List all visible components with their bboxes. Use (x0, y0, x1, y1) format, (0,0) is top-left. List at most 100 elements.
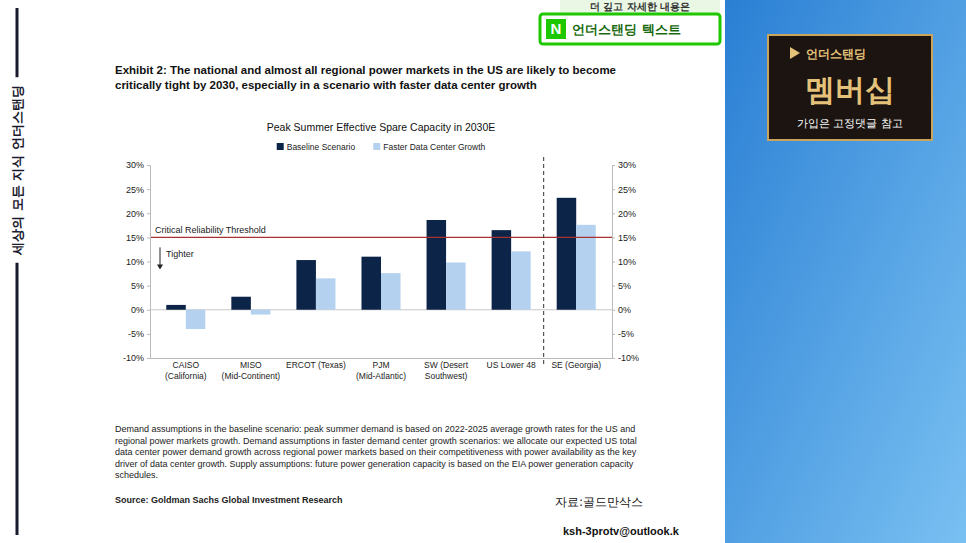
tick: 10% (612, 257, 636, 267)
tick-label: 0% (618, 305, 631, 315)
threshold-line (150, 237, 612, 238)
tick: 20% (612, 209, 636, 219)
tick-label: PJM(Mid-Atlantic) (356, 360, 406, 381)
tick-label-line: ERCOT (Texas) (286, 360, 346, 370)
tick-label: 20% (126, 209, 144, 219)
tick-label: 30% (618, 160, 636, 170)
banner-top: 더 깊고 자세한 내용은 (590, 1, 690, 12)
tick-label: 0% (131, 305, 144, 315)
tick-label: 20% (618, 209, 636, 219)
arrow-head (157, 264, 163, 269)
side-rule (16, 8, 19, 77)
notes-line: schedules. (115, 470, 158, 480)
notes: Demand assumptions in the baseline scena… (115, 424, 637, 480)
tick-mark (147, 310, 150, 311)
tick-mark (612, 334, 615, 335)
tick-label: 30% (126, 160, 144, 170)
tick-label-line: PJM (373, 360, 390, 370)
bar (492, 230, 512, 310)
tick: 10% (126, 257, 150, 267)
tick-label-line: (California) (165, 371, 207, 381)
bar (186, 310, 206, 329)
tick-label: 5% (131, 281, 144, 291)
tick: -5% (128, 329, 150, 339)
tick-label: 15% (618, 233, 636, 243)
tick: -10% (612, 353, 639, 363)
tick-label: -5% (128, 329, 144, 339)
tick-mark (147, 213, 150, 214)
chart-title: Peak Summer Effective Spare Capacity in … (267, 121, 496, 133)
legend-item: Faster Data Center Growth (373, 142, 485, 152)
bars (166, 198, 595, 329)
tick-label: MISO(Mid-Continent) (222, 360, 281, 381)
tick: 30% (612, 160, 636, 170)
axis-line (147, 166, 151, 359)
bar (251, 310, 271, 315)
side-panel (725, 0, 966, 543)
notes-line: regional power markets growth. Demand as… (115, 436, 637, 446)
tick: 15% (126, 233, 150, 243)
tick-label: ERCOT (Texas) (286, 360, 346, 370)
legend: Baseline Scenario Faster Data Center Grow… (277, 142, 486, 152)
exhibit-line: Exhibit 2: The national and almost all r… (115, 64, 616, 76)
arrow-shaft (160, 247, 161, 265)
badge-icon (790, 47, 800, 59)
tick-label-line: Southwest) (425, 371, 468, 381)
bar (231, 297, 251, 310)
banner-text: 언더스탠딩 텍스트 (572, 22, 681, 37)
tick-label-line: SW (Desert (424, 360, 469, 370)
tick-label: 5% (618, 281, 631, 291)
side-label: 세상의 모든 지식 언더스탠딩 (10, 85, 25, 256)
tick: MISO(Mid-Continent) (222, 358, 281, 381)
badge (768, 35, 932, 140)
tick-label: 10% (126, 257, 144, 267)
tick-label: CAISO(California) (165, 360, 207, 381)
tick-label-line: US Lower 48 (487, 360, 536, 370)
bar (511, 251, 531, 309)
tick: PJM(Mid-Atlantic) (356, 358, 406, 381)
bar (557, 198, 577, 310)
bar (166, 305, 186, 310)
tick-label: -5% (618, 329, 634, 339)
tick: 0% (612, 305, 631, 315)
email: ksh-3protv@outlook.k (563, 525, 680, 537)
tick-mark (612, 165, 615, 166)
side-rule (16, 263, 19, 535)
tick-label-line: (Mid-Atlantic) (356, 371, 406, 381)
tick-label-line: SE (Georgia) (551, 360, 601, 370)
tick-label-line: CAISO (173, 360, 200, 370)
tick-mark (612, 189, 615, 190)
legend-label: Baseline Scenario (287, 142, 356, 152)
bar (316, 278, 336, 309)
tick-mark (147, 358, 150, 359)
annotation: Tighter (166, 249, 194, 259)
tick-mark (612, 286, 615, 287)
axis-line (151, 358, 613, 359)
exhibit-title: Exhibit 2: The national and almost all r… (115, 64, 616, 91)
notes-line: data center power demand growth across r… (115, 447, 637, 457)
legend-swatch (373, 143, 380, 150)
source: Source: Goldman Sachs Global Investment … (115, 495, 343, 505)
tick-label: 25% (618, 185, 636, 195)
tick-mark (147, 262, 150, 263)
tick: 5% (131, 281, 150, 291)
banner-logo-bg (546, 19, 566, 39)
x-axis: CAISO(California) MISO(Mid-Continent) ERCO… (151, 358, 613, 381)
source-ko: 자료:골드만삭스 (555, 495, 643, 509)
tick-mark (612, 213, 615, 214)
tick: US Lower 48 (487, 358, 536, 370)
tick-mark (612, 237, 615, 238)
legend-swatch (277, 143, 284, 150)
tick-label: US Lower 48 (487, 360, 536, 370)
tick: 15% (612, 233, 636, 243)
threshold-label: Critical Reliability Threshold (155, 225, 266, 235)
tick-mark (147, 286, 150, 287)
tick-label: SE (Georgia) (551, 360, 601, 370)
notes-line: driver of data center growth. Supply ass… (115, 459, 634, 469)
banner-box (540, 14, 720, 44)
exhibit-line: critically tight by 2030, especially in … (115, 79, 537, 91)
tick-mark (612, 262, 615, 263)
canvas: 세상의 모든 지식 언더스탠딩더 깊고 자세한 내용은N언더스탠딩 텍스트언더스… (0, 0, 966, 543)
bar (296, 260, 316, 310)
tick-label: 15% (126, 233, 144, 243)
